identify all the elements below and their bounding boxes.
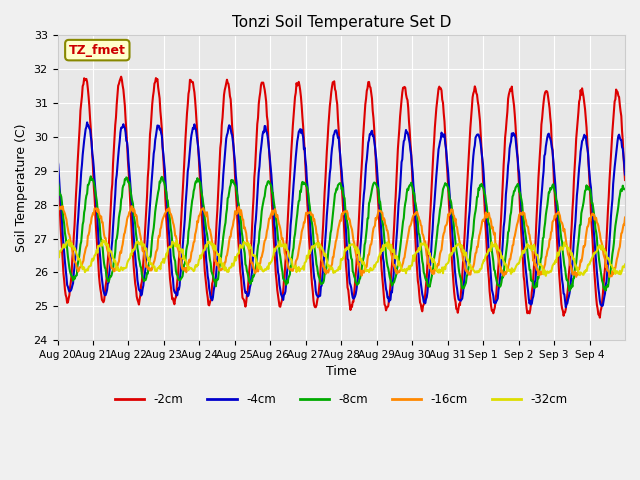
-2cm — [54, 163, 61, 169]
-4cm — [562, 304, 570, 310]
-2cm — [117, 74, 125, 80]
-4cm — [83, 120, 91, 125]
-4cm — [621, 172, 629, 178]
-4cm — [401, 137, 408, 143]
-32cm — [433, 265, 440, 271]
-2cm — [225, 86, 233, 92]
-2cm — [596, 315, 604, 321]
Y-axis label: Soil Temperature (C): Soil Temperature (C) — [15, 123, 28, 252]
X-axis label: Time: Time — [326, 365, 356, 378]
-8cm — [566, 288, 573, 294]
-32cm — [401, 266, 408, 272]
-4cm — [121, 125, 129, 131]
-8cm — [275, 240, 283, 246]
-16cm — [433, 266, 440, 272]
Line: -2cm: -2cm — [58, 77, 625, 318]
-32cm — [54, 256, 61, 262]
-32cm — [275, 244, 283, 250]
-4cm — [54, 156, 61, 162]
-8cm — [121, 176, 129, 182]
-8cm — [54, 176, 61, 182]
-16cm — [225, 238, 233, 244]
Line: -8cm: -8cm — [58, 176, 625, 291]
-16cm — [253, 264, 261, 269]
-8cm — [87, 173, 95, 179]
-2cm — [433, 106, 440, 111]
Text: TZ_fmet: TZ_fmet — [69, 44, 125, 57]
-8cm — [225, 189, 233, 195]
-32cm — [621, 262, 629, 267]
-8cm — [433, 239, 440, 244]
-2cm — [621, 177, 629, 183]
-2cm — [275, 298, 283, 304]
Line: -4cm: -4cm — [58, 122, 625, 307]
-4cm — [225, 122, 233, 128]
-32cm — [225, 265, 233, 271]
-4cm — [275, 273, 283, 278]
-4cm — [253, 192, 261, 198]
-8cm — [253, 250, 261, 255]
-2cm — [401, 84, 408, 90]
Title: Tonzi Soil Temperature Set D: Tonzi Soil Temperature Set D — [232, 15, 451, 30]
-16cm — [120, 231, 128, 237]
Line: -32cm: -32cm — [58, 240, 625, 276]
-32cm — [121, 265, 129, 271]
-16cm — [54, 207, 61, 213]
Legend: -2cm, -4cm, -8cm, -16cm, -32cm: -2cm, -4cm, -8cm, -16cm, -32cm — [110, 388, 572, 410]
-4cm — [433, 173, 440, 179]
-16cm — [401, 254, 408, 260]
-8cm — [401, 205, 408, 211]
-16cm — [572, 274, 580, 280]
-32cm — [99, 237, 106, 243]
-16cm — [275, 220, 283, 226]
-2cm — [121, 103, 129, 108]
-16cm — [621, 215, 629, 220]
-16cm — [127, 204, 135, 209]
-2cm — [253, 121, 261, 127]
-32cm — [542, 273, 550, 279]
-8cm — [621, 187, 629, 192]
Line: -16cm: -16cm — [58, 206, 625, 277]
-32cm — [253, 263, 261, 268]
